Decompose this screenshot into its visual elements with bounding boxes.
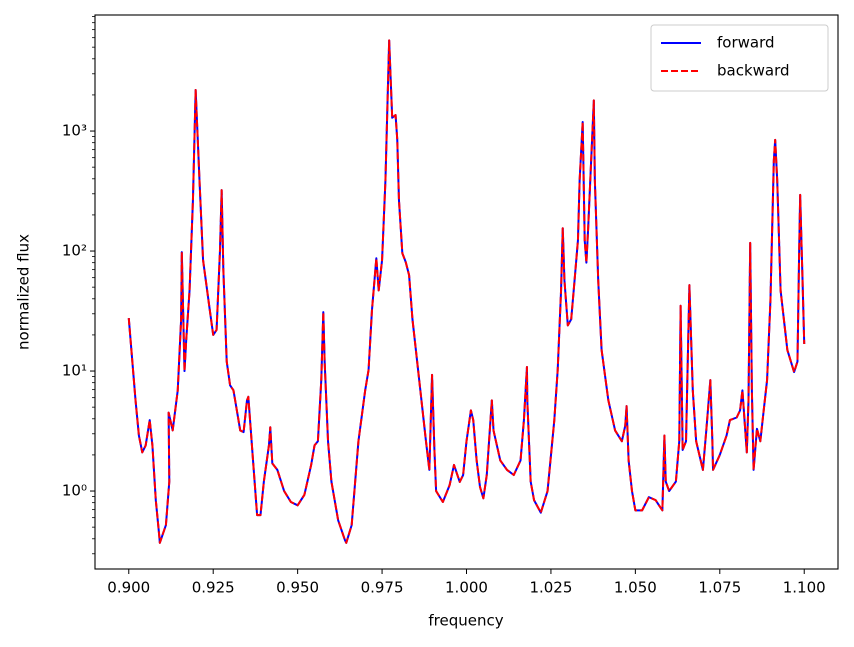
y-tick-label: 10³ [62, 122, 87, 140]
y-tick-label: 10⁰ [62, 482, 87, 500]
x-tick-label: 0.975 [361, 579, 404, 597]
x-tick-label: 0.950 [276, 579, 319, 597]
x-tick-label: 1.100 [783, 579, 826, 597]
y-axis-label: normalized flux [15, 234, 33, 350]
x-axis-label: frequency [428, 612, 503, 630]
y-tick-label: 10² [62, 242, 87, 260]
plot-lines [127, 39, 806, 544]
legend-label: forward [717, 34, 775, 52]
x-tick-label: 0.925 [192, 579, 235, 597]
series-line [127, 39, 806, 544]
legend-box [650, 24, 829, 92]
x-tick-label: 1.000 [445, 579, 488, 597]
x-tick-label: 0.900 [107, 579, 150, 597]
x-tick-label: 1.075 [698, 579, 741, 597]
x-tick-label: 1.050 [614, 579, 657, 597]
x-tick-label: 1.025 [529, 579, 572, 597]
y-tick-label: 10¹ [62, 362, 87, 380]
legend-label: backward [717, 62, 790, 80]
